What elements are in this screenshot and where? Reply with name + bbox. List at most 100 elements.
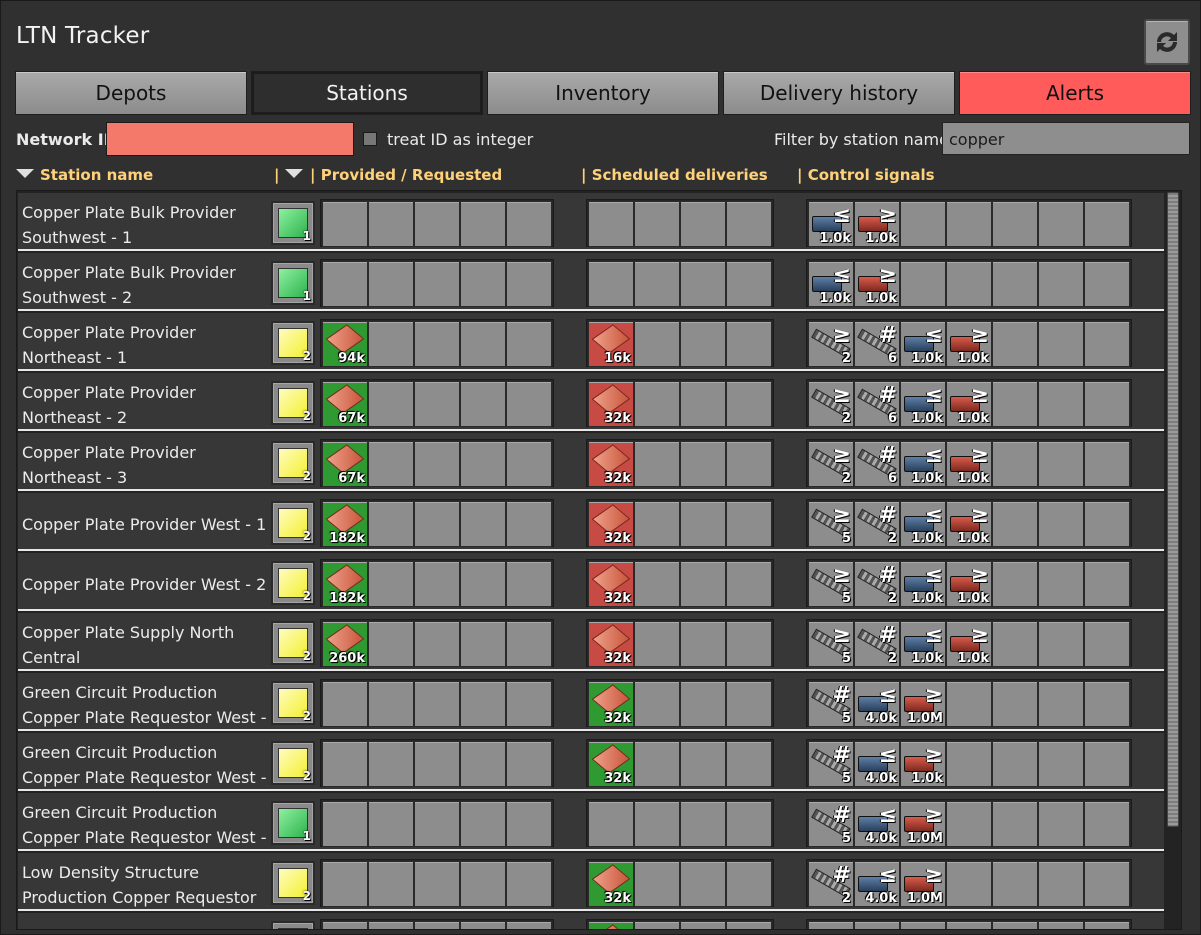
item-slot[interactable] bbox=[322, 921, 368, 929]
station-filter-input[interactable]: copper bbox=[942, 122, 1190, 155]
item-slot[interactable] bbox=[460, 621, 506, 667]
item-slot[interactable] bbox=[414, 681, 460, 727]
item-slot[interactable] bbox=[368, 741, 414, 787]
item-slot[interactable] bbox=[634, 261, 680, 307]
item-slot[interactable] bbox=[460, 201, 506, 247]
item-slot[interactable] bbox=[460, 861, 506, 907]
item-slot[interactable]: 32k bbox=[588, 561, 634, 607]
item-slot[interactable] bbox=[680, 921, 726, 929]
item-slot[interactable] bbox=[588, 261, 634, 307]
item-slot[interactable]: 32k bbox=[588, 741, 634, 787]
item-slot[interactable]: 32k bbox=[588, 681, 634, 727]
item-slot[interactable] bbox=[322, 801, 368, 847]
item-slot[interactable] bbox=[368, 381, 414, 427]
item-slot[interactable] bbox=[680, 861, 726, 907]
item-slot[interactable] bbox=[460, 921, 506, 929]
item-slot[interactable] bbox=[414, 201, 460, 247]
item-slot[interactable] bbox=[726, 441, 772, 487]
tab-stations[interactable]: Stations bbox=[251, 71, 483, 115]
item-slot[interactable] bbox=[726, 921, 772, 929]
station-name[interactable]: Copper Plate Provider Northeast - 3 bbox=[22, 443, 196, 487]
item-slot[interactable] bbox=[460, 441, 506, 487]
item-slot[interactable] bbox=[460, 741, 506, 787]
item-slot[interactable]: 32k bbox=[588, 441, 634, 487]
item-slot[interactable]: 16k bbox=[588, 321, 634, 367]
tab-depots[interactable]: Depots bbox=[15, 71, 247, 115]
item-slot[interactable] bbox=[680, 801, 726, 847]
item-slot[interactable] bbox=[726, 621, 772, 667]
item-slot[interactable] bbox=[634, 681, 680, 727]
tab-inventory[interactable]: Inventory bbox=[487, 71, 719, 115]
station-name[interactable]: Copper Plate Provider Northeast - 1 bbox=[22, 323, 196, 367]
item-slot[interactable] bbox=[414, 441, 460, 487]
station-name[interactable]: Copper Plate Bulk Provider Southwest - 1 bbox=[22, 203, 236, 247]
item-slot[interactable] bbox=[322, 861, 368, 907]
item-slot[interactable]: 182k bbox=[322, 561, 368, 607]
header-provided[interactable]: | Provided / Requested bbox=[310, 166, 503, 184]
item-slot[interactable] bbox=[680, 621, 726, 667]
item-slot[interactable] bbox=[726, 501, 772, 547]
item-slot[interactable] bbox=[680, 381, 726, 427]
item-slot[interactable] bbox=[322, 201, 368, 247]
item-slot[interactable] bbox=[726, 801, 772, 847]
item-slot[interactable] bbox=[634, 861, 680, 907]
item-slot[interactable] bbox=[368, 561, 414, 607]
item-slot[interactable] bbox=[634, 381, 680, 427]
item-slot[interactable] bbox=[460, 321, 506, 367]
item-slot[interactable] bbox=[460, 801, 506, 847]
item-slot[interactable] bbox=[460, 381, 506, 427]
item-slot[interactable] bbox=[506, 741, 552, 787]
item-slot[interactable] bbox=[726, 861, 772, 907]
item-slot[interactable] bbox=[506, 861, 552, 907]
item-slot[interactable] bbox=[680, 321, 726, 367]
item-slot[interactable] bbox=[414, 561, 460, 607]
item-slot[interactable] bbox=[506, 681, 552, 727]
tab-alerts[interactable]: Alerts bbox=[959, 71, 1191, 115]
header-control[interactable]: | Control signals bbox=[797, 166, 935, 184]
item-slot[interactable] bbox=[368, 801, 414, 847]
item-slot[interactable] bbox=[506, 201, 552, 247]
tab-delivery-history[interactable]: Delivery history bbox=[723, 71, 955, 115]
station-name[interactable]: Copper Plate Provider West - 1 bbox=[22, 515, 267, 534]
item-slot[interactable] bbox=[634, 921, 680, 929]
header-lamp-sort[interactable]: | bbox=[274, 166, 309, 184]
item-slot[interactable] bbox=[634, 561, 680, 607]
item-slot[interactable] bbox=[726, 681, 772, 727]
item-slot[interactable] bbox=[414, 501, 460, 547]
item-slot[interactable] bbox=[368, 321, 414, 367]
item-slot[interactable] bbox=[680, 681, 726, 727]
item-slot[interactable] bbox=[588, 801, 634, 847]
item-slot[interactable] bbox=[726, 201, 772, 247]
station-name[interactable]: Copper Plate Provider Northeast - 2 bbox=[22, 383, 196, 427]
item-slot[interactable] bbox=[506, 561, 552, 607]
header-station-name[interactable]: Station name bbox=[16, 166, 153, 184]
item-slot[interactable] bbox=[414, 321, 460, 367]
item-slot[interactable] bbox=[368, 501, 414, 547]
item-slot[interactable] bbox=[588, 201, 634, 247]
station-name[interactable]: Copper Plate Provider West - 2 bbox=[22, 575, 267, 594]
item-slot[interactable] bbox=[588, 921, 634, 929]
item-slot[interactable] bbox=[726, 741, 772, 787]
item-slot[interactable] bbox=[368, 681, 414, 727]
item-slot[interactable] bbox=[414, 921, 460, 929]
header-scheduled[interactable]: | Scheduled deliveries bbox=[581, 166, 768, 184]
station-name[interactable]: Copper Plate Supply North Central bbox=[22, 623, 235, 667]
item-slot[interactable] bbox=[506, 321, 552, 367]
item-slot[interactable] bbox=[726, 381, 772, 427]
item-slot[interactable] bbox=[368, 441, 414, 487]
item-slot[interactable]: 32k bbox=[588, 381, 634, 427]
item-slot[interactable] bbox=[460, 501, 506, 547]
integer-checkbox[interactable] bbox=[363, 132, 377, 146]
item-slot[interactable] bbox=[322, 261, 368, 307]
vertical-scrollbar[interactable] bbox=[1167, 192, 1179, 827]
item-slot[interactable] bbox=[726, 261, 772, 307]
item-slot[interactable] bbox=[506, 801, 552, 847]
station-name[interactable]: Copper Plate Bulk Provider Southwest - 2 bbox=[22, 263, 236, 307]
item-slot[interactable] bbox=[506, 441, 552, 487]
item-slot[interactable] bbox=[414, 861, 460, 907]
item-slot[interactable] bbox=[506, 621, 552, 667]
item-slot[interactable] bbox=[460, 561, 506, 607]
item-slot[interactable]: 32k bbox=[588, 861, 634, 907]
item-slot[interactable]: 182k bbox=[322, 501, 368, 547]
item-slot[interactable] bbox=[368, 261, 414, 307]
